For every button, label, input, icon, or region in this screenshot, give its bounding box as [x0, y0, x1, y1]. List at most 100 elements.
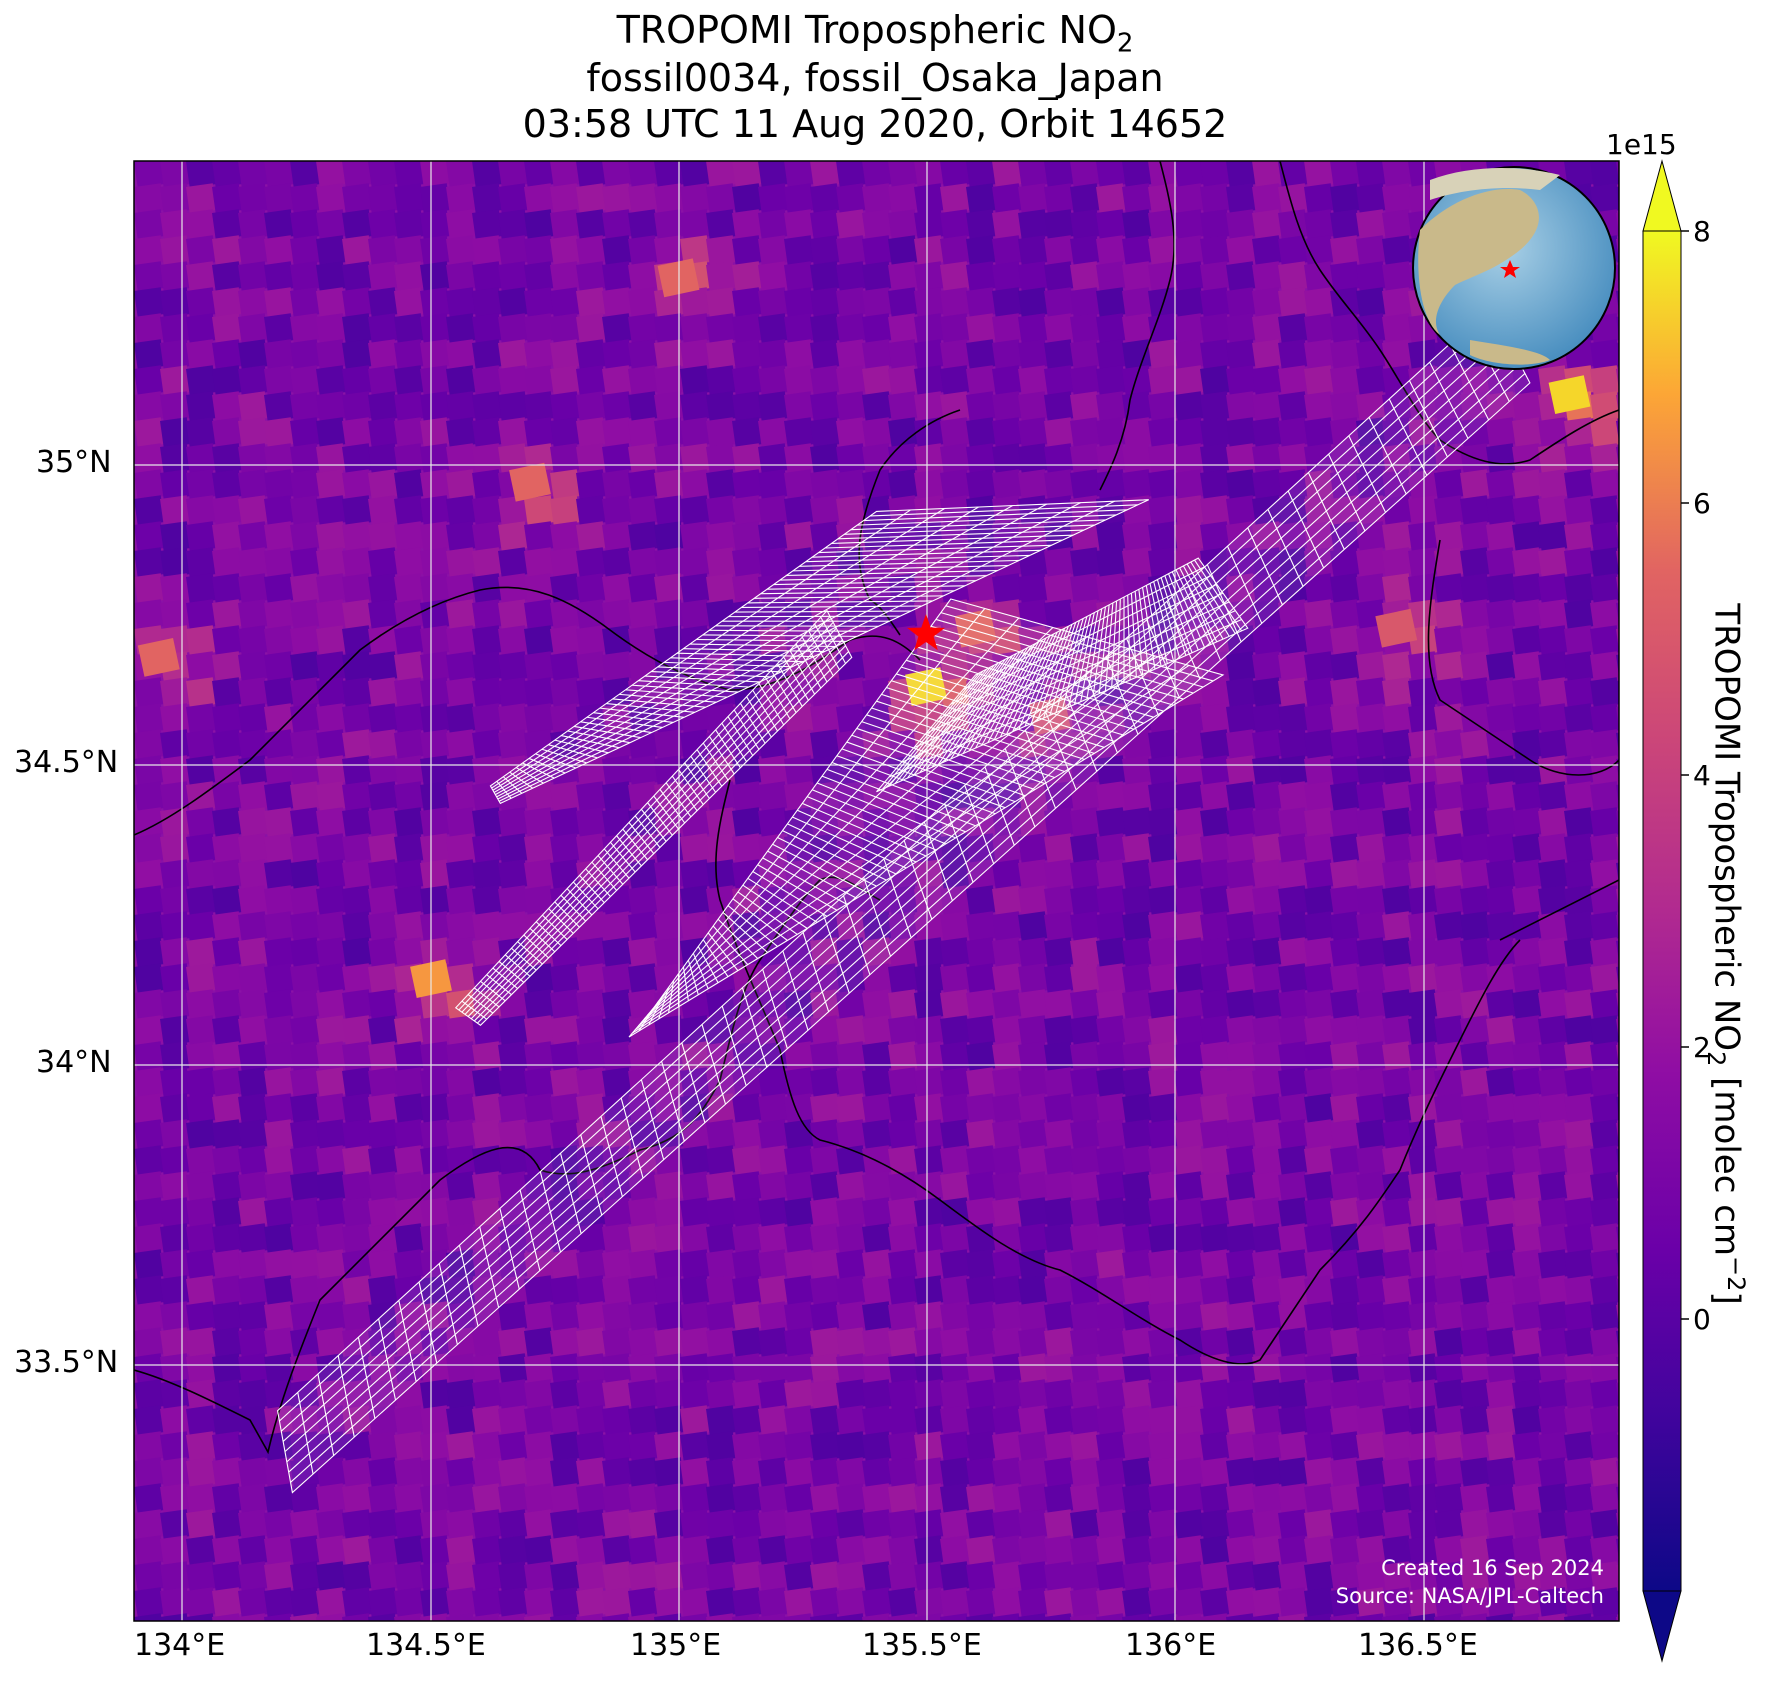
no2-pixel	[1355, 911, 1387, 942]
no2-pixel	[1096, 1119, 1127, 1150]
no2-pixel	[264, 235, 295, 266]
no2-pixel	[1356, 547, 1387, 578]
no2-pixel	[1616, 1483, 1619, 1514]
no2-pixel	[420, 573, 451, 604]
no2-pixel	[263, 625, 295, 656]
no2-pixel	[420, 1457, 451, 1488]
no2-pixel	[1512, 1015, 1543, 1046]
no2-pixel	[1044, 1171, 1075, 1202]
no2-pixel	[888, 859, 919, 890]
no2-pixel	[1512, 859, 1543, 890]
no2-pixel	[394, 1171, 425, 1202]
no2-pixel	[576, 495, 607, 526]
no2-pixel	[732, 1457, 763, 1488]
no2-pixel	[1408, 1457, 1439, 1488]
no2-pixel	[524, 391, 555, 422]
no2-pixel	[341, 1197, 373, 1228]
no2-pixel	[1044, 1301, 1075, 1332]
no2-pixel	[419, 755, 451, 786]
no2-pixel	[732, 1327, 763, 1358]
no2-pixel	[1355, 287, 1387, 318]
no2-pixel	[758, 161, 789, 188]
no2-pixel	[680, 1561, 711, 1592]
no2-pixel	[940, 261, 971, 292]
swath-mesh-line	[493, 506, 979, 793]
no2-pixel	[1382, 937, 1413, 968]
no2-pixel	[1069, 1249, 1101, 1280]
no2-pixel	[1382, 339, 1413, 370]
no2-pixel	[940, 1249, 971, 1280]
no2-pixel	[524, 1119, 555, 1150]
no2-pixel	[1148, 755, 1179, 786]
no2-pixel	[888, 235, 919, 266]
no2-pixel	[1304, 781, 1335, 812]
no2-pixel	[940, 1405, 971, 1436]
swath-mesh-line	[495, 505, 1013, 796]
no2-pixel	[1044, 1041, 1075, 1072]
no2-pixel	[1460, 963, 1491, 994]
no2-pixel	[602, 313, 633, 344]
no2-pixel	[914, 1405, 945, 1436]
no2-pixel	[576, 1483, 607, 1514]
no2-pixel	[1226, 495, 1257, 526]
no2-pixel	[160, 1093, 191, 1124]
title-line1: TROPOMI Tropospheric NO2	[0, 8, 1750, 66]
no2-pixel	[1486, 1275, 1517, 1306]
no2-pixel	[810, 235, 841, 266]
no2-pixel	[1278, 989, 1309, 1020]
no2-pixel	[446, 651, 477, 682]
no2-pixel	[368, 911, 399, 942]
no2-pixel	[1460, 1223, 1491, 1254]
no2-pixel	[888, 1145, 919, 1176]
no2-pixel	[1616, 1197, 1619, 1228]
no2-pixel	[784, 1119, 815, 1150]
no2-pixel	[836, 469, 867, 500]
no2-pixel	[602, 391, 633, 422]
no2-pixel	[185, 807, 217, 838]
no2-pixel	[576, 781, 607, 812]
no2-pixel	[1590, 599, 1619, 630]
no2-pixel	[1121, 287, 1153, 318]
no2-pixel	[836, 443, 867, 474]
no2-pixel	[1174, 1301, 1205, 1332]
no2-pixel	[1485, 521, 1517, 552]
no2-pixel	[264, 1249, 295, 1280]
no2-pixel	[680, 937, 711, 968]
no2-pixel	[134, 235, 165, 266]
no2-pixel	[1226, 755, 1257, 786]
no2-pixel	[680, 807, 711, 838]
no2-pixel	[576, 417, 607, 448]
no2-pixel	[784, 1197, 815, 1228]
no2-pixel	[1590, 1067, 1619, 1098]
no2-pixel	[289, 183, 321, 214]
no2-pixel	[992, 1561, 1023, 1592]
no2-pixel	[264, 703, 295, 734]
no2-pixel	[342, 183, 373, 214]
no2-pixel	[1330, 469, 1361, 500]
no2-pixel	[1018, 365, 1049, 396]
no2-pixel	[1590, 1561, 1619, 1592]
no2-pixel	[211, 1145, 243, 1176]
no2-pixel	[888, 1327, 919, 1358]
no2-pixel	[1408, 1067, 1439, 1098]
no2-pixel	[576, 443, 607, 474]
no2-pixel	[680, 391, 711, 422]
no2-pixel	[394, 781, 425, 812]
no2-pixel	[1434, 1535, 1465, 1566]
no2-pixel	[628, 1171, 659, 1202]
no2-pixel	[576, 365, 607, 396]
no2-pixel	[1278, 885, 1309, 916]
no2-pixel	[1226, 313, 1257, 344]
no2-pixel	[160, 313, 191, 344]
no2-pixel	[420, 833, 451, 864]
no2-pixel	[342, 859, 373, 890]
no2-pixel	[628, 1119, 659, 1150]
no2-pixel	[212, 729, 243, 760]
no2-pixel	[1226, 1561, 1257, 1592]
no2-pixel	[1174, 1327, 1205, 1358]
no2-pixel	[914, 1067, 945, 1098]
no2-pixel	[289, 313, 321, 344]
no2-pixel	[1564, 1379, 1595, 1410]
no2-pixel	[784, 1535, 815, 1566]
no2-pixel	[784, 365, 815, 396]
